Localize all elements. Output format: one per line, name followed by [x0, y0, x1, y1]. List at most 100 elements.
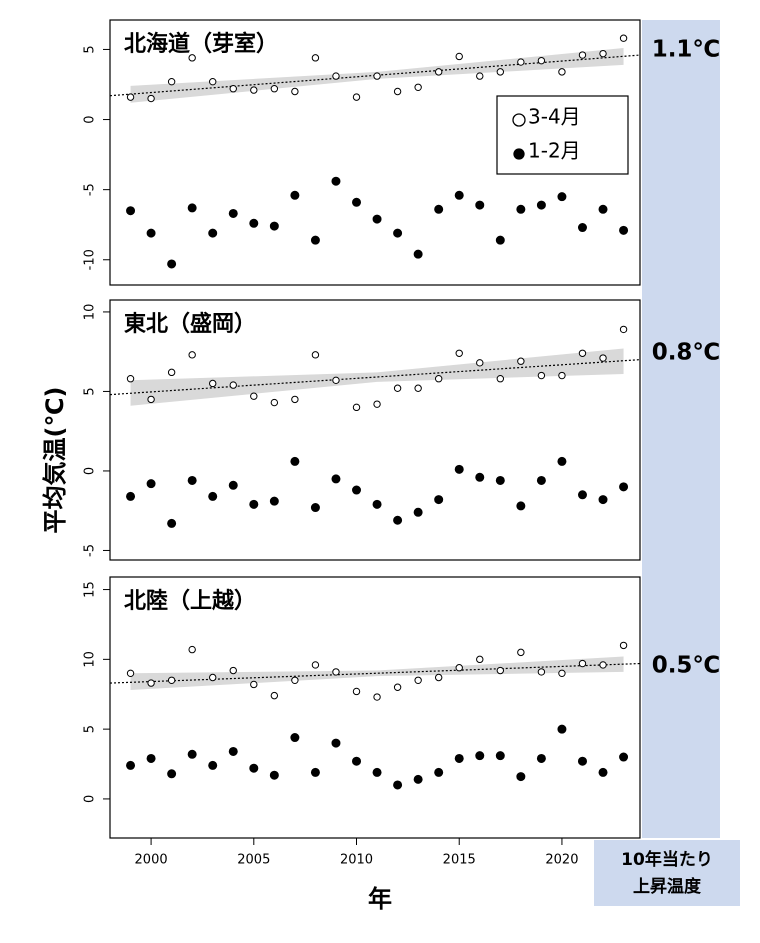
filled-point — [557, 456, 567, 466]
filled-point — [228, 746, 238, 756]
trend-line — [109, 662, 641, 684]
filled-point — [413, 249, 423, 259]
filled-point — [557, 724, 567, 734]
filled-point — [290, 456, 300, 466]
open-point — [455, 349, 463, 357]
filled-point — [393, 515, 403, 525]
filled-point — [187, 475, 197, 485]
rate-label: 0.5℃ — [652, 653, 721, 679]
filled-point — [454, 753, 464, 763]
filled-point — [454, 190, 464, 200]
filled-point — [557, 192, 567, 202]
open-point — [188, 645, 196, 654]
open-point — [558, 68, 566, 76]
open-point — [578, 349, 587, 357]
filled-point — [393, 228, 403, 238]
open-point — [126, 375, 135, 383]
open-point — [373, 72, 381, 80]
filled-point — [434, 495, 444, 505]
trend-line — [109, 359, 641, 396]
open-point — [311, 661, 320, 669]
panel-title: 北陸（上越） — [124, 588, 256, 614]
open-point — [599, 661, 607, 669]
plot-frame — [109, 19, 641, 286]
filled-point — [619, 752, 629, 762]
filled-point — [495, 235, 505, 245]
filled-point — [598, 204, 608, 214]
open-point — [537, 371, 546, 380]
open-point — [558, 371, 566, 380]
filled-point — [536, 475, 546, 485]
open-point — [537, 56, 546, 65]
filled-point — [619, 225, 629, 235]
x-axis-label: 年 — [368, 885, 392, 913]
filled-point — [536, 200, 546, 210]
open-point — [126, 93, 135, 101]
filled-point — [577, 756, 587, 766]
filled-point — [577, 223, 587, 233]
filled-point — [413, 774, 423, 784]
filled-point — [516, 772, 526, 782]
filled-point — [126, 491, 136, 501]
y-tick-label: 10 — [83, 304, 98, 321]
open-point — [209, 77, 217, 86]
open-point — [434, 68, 443, 76]
filled-point — [146, 753, 156, 763]
filled-point — [146, 228, 156, 238]
filled-point — [331, 474, 341, 484]
open-point — [332, 376, 340, 385]
open-point — [291, 676, 299, 684]
open-point — [373, 693, 381, 701]
filled-point — [454, 464, 464, 474]
open-point — [517, 58, 525, 66]
open-point — [147, 94, 155, 103]
open-point — [167, 676, 176, 684]
y-tick-label: -5 — [83, 544, 98, 557]
filled-point — [372, 767, 382, 777]
open-point — [578, 51, 587, 59]
filled-point — [187, 749, 197, 759]
legend-marker — [513, 148, 525, 160]
open-point — [496, 375, 505, 383]
open-point — [209, 379, 217, 388]
x-tick-label: 2000 — [135, 853, 168, 868]
x-tick-label: 2015 — [443, 853, 476, 868]
y-tick-label: 5 — [83, 387, 98, 395]
open-point — [599, 354, 607, 362]
open-point — [291, 395, 299, 404]
open-point — [352, 93, 361, 101]
confidence-band — [130, 656, 624, 691]
filled-point — [372, 214, 382, 224]
open-point — [619, 34, 628, 42]
filled-point — [126, 206, 136, 216]
open-point — [311, 351, 320, 359]
filled-point — [167, 259, 177, 269]
open-point — [188, 351, 196, 359]
open-point — [209, 673, 217, 682]
filled-point — [475, 472, 485, 482]
filled-point — [352, 197, 362, 207]
filled-point — [619, 482, 629, 492]
open-point — [167, 77, 176, 86]
open-point — [229, 381, 237, 389]
open-point — [352, 403, 361, 412]
open-point — [455, 52, 463, 61]
open-point — [434, 375, 443, 383]
panel-title: 北海道（芽室） — [124, 31, 278, 57]
open-point — [270, 398, 279, 407]
rate-column — [642, 20, 720, 838]
x-tick-label: 2020 — [545, 853, 578, 868]
filled-point — [290, 190, 300, 200]
filled-point — [372, 499, 382, 509]
filled-point — [393, 780, 403, 790]
plot-frame — [109, 299, 641, 561]
open-point — [496, 68, 505, 76]
open-point — [311, 54, 320, 62]
open-point — [558, 669, 566, 678]
filled-point — [475, 751, 485, 761]
y-tick-label: 5 — [83, 45, 98, 53]
rate-header-box — [594, 840, 740, 906]
filled-point — [413, 507, 423, 517]
open-point — [147, 395, 155, 404]
filled-point — [187, 203, 197, 213]
